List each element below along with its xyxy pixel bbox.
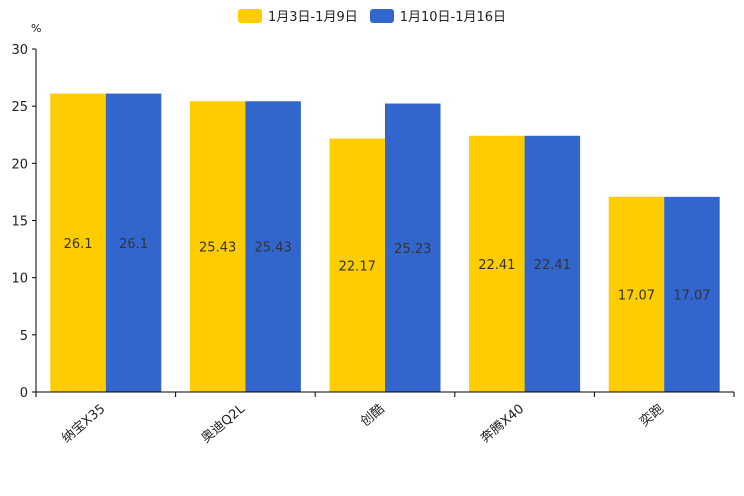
data-label-series-2-4: 17.07 bbox=[673, 288, 710, 303]
y-tick-label-3: 15 bbox=[11, 215, 28, 230]
data-label-series-1-2: 22.17 bbox=[339, 259, 376, 274]
data-label-series-1-1: 25.43 bbox=[199, 241, 236, 256]
legend-swatch-series-1 bbox=[237, 8, 262, 23]
data-label-series-2-3: 22.41 bbox=[534, 258, 571, 273]
data-label-series-1-3: 22.41 bbox=[478, 258, 515, 273]
legend-label-series-1: 1月3日-1月9日 bbox=[267, 10, 358, 25]
y-tick-label-1: 5 bbox=[20, 329, 28, 344]
legend-item-series-2[interactable]: 1月10日-1月16日 bbox=[369, 6, 507, 25]
y-tick-label-6: 30 bbox=[11, 43, 28, 58]
bar-series-2-1 bbox=[245, 101, 301, 392]
x-tick-label-0: 纳宝X35 bbox=[59, 402, 108, 447]
bar-series-1-1 bbox=[189, 101, 246, 392]
y-axis-unit-label: % bbox=[31, 22, 42, 35]
y-tick-label-5: 25 bbox=[11, 100, 28, 115]
legend: 1月3日-1月9日 1月10日-1月16日 bbox=[0, 6, 744, 25]
bar-series-2-0 bbox=[105, 93, 162, 392]
x-tick-label-2: 创酷 bbox=[358, 402, 388, 430]
y-tick-label-4: 20 bbox=[11, 157, 28, 172]
legend-label-series-2: 1月10日-1月16日 bbox=[399, 10, 507, 25]
bar-series-2-2 bbox=[385, 103, 441, 393]
data-label-series-2-2: 25.23 bbox=[394, 242, 431, 257]
bar-series-2-4 bbox=[664, 196, 720, 392]
x-tick-label-3: 奔腾X40 bbox=[477, 401, 527, 446]
data-label-series-2-0: 26.1 bbox=[119, 237, 148, 252]
data-label-series-1-4: 17.07 bbox=[618, 288, 655, 303]
y-tick-label-0: 0 bbox=[20, 386, 28, 401]
x-tick-label-1: 奥迪Q2L bbox=[199, 401, 249, 446]
bar-series-1-2 bbox=[329, 138, 385, 392]
bar-series-1-0 bbox=[50, 93, 106, 392]
y-tick-label-2: 10 bbox=[11, 272, 28, 287]
x-tick-label-4: 奕跑 bbox=[637, 401, 667, 430]
data-label-series-2-1: 25.43 bbox=[255, 241, 292, 256]
bar-series-2-3 bbox=[524, 135, 581, 393]
data-label-series-1-0: 26.1 bbox=[64, 237, 93, 252]
bar-series-1-4 bbox=[608, 196, 665, 392]
bar-series-1-3 bbox=[469, 135, 525, 393]
legend-swatch-series-2 bbox=[369, 8, 394, 23]
legend-item-series-1[interactable]: 1月3日-1月9日 bbox=[237, 6, 358, 25]
